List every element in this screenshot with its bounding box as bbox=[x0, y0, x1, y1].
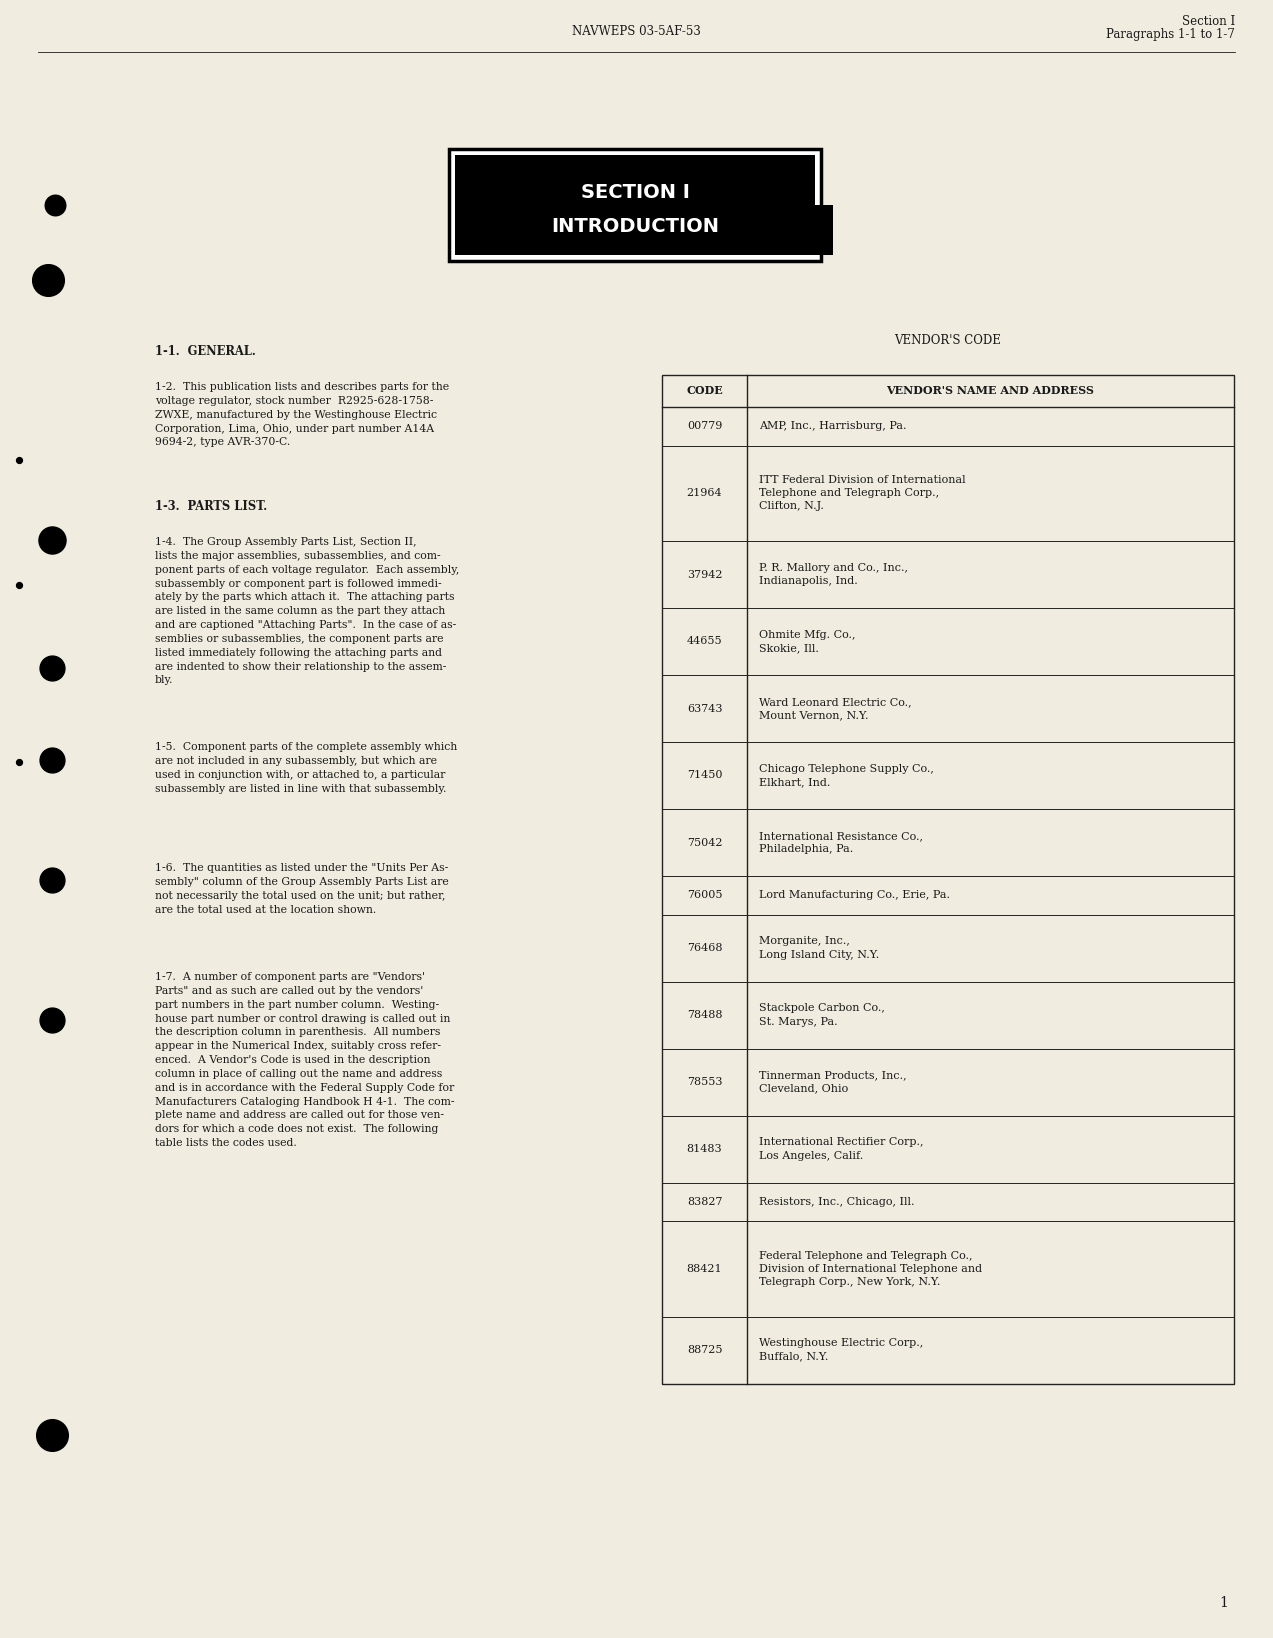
Text: 1-6.  The quantities as listed under the "Units Per As-
sembly" column of the Gr: 1-6. The quantities as listed under the … bbox=[155, 863, 449, 914]
Text: 1-2.  This publication lists and describes parts for the
voltage regulator, stoc: 1-2. This publication lists and describe… bbox=[155, 382, 449, 447]
Text: 78488: 78488 bbox=[686, 1011, 722, 1020]
Bar bbox=[454, 156, 815, 256]
Text: INTRODUCTION: INTRODUCTION bbox=[551, 218, 719, 236]
Text: ITT Federal Division of International
Telephone and Telegraph Corp.,
Clifton, N.: ITT Federal Division of International Te… bbox=[759, 475, 966, 511]
Text: VENDOR'S CODE: VENDOR'S CODE bbox=[895, 334, 1002, 347]
Text: 75042: 75042 bbox=[686, 837, 722, 847]
Text: 76005: 76005 bbox=[686, 889, 722, 901]
Text: Morganite, Inc.,
Long Island City, N.Y.: Morganite, Inc., Long Island City, N.Y. bbox=[759, 937, 880, 960]
Text: 00779: 00779 bbox=[687, 421, 722, 431]
Text: 21964: 21964 bbox=[686, 488, 722, 498]
Text: 1-1.  GENERAL.: 1-1. GENERAL. bbox=[155, 346, 256, 359]
Text: 88421: 88421 bbox=[686, 1265, 722, 1274]
Point bbox=[9, 447, 29, 473]
Text: 78553: 78553 bbox=[686, 1078, 722, 1088]
Text: VENDOR'S NAME AND ADDRESS: VENDOR'S NAME AND ADDRESS bbox=[886, 385, 1095, 396]
Text: 63743: 63743 bbox=[686, 703, 722, 714]
Text: P. R. Mallory and Co., Inc.,
Indianapolis, Ind.: P. R. Mallory and Co., Inc., Indianapoli… bbox=[759, 563, 908, 586]
Text: 1-3.  PARTS LIST.: 1-3. PARTS LIST. bbox=[155, 500, 267, 513]
Text: 1-5.  Component parts of the complete assembly which
are not included in any sub: 1-5. Component parts of the complete ass… bbox=[155, 742, 457, 793]
Text: AMP, Inc., Harrisburg, Pa.: AMP, Inc., Harrisburg, Pa. bbox=[759, 421, 906, 431]
Text: 1-4.  The Group Assembly Parts List, Section II,
lists the major assemblies, sub: 1-4. The Group Assembly Parts List, Sect… bbox=[155, 537, 460, 685]
Text: International Resistance Co.,
Philadelphia, Pa.: International Resistance Co., Philadelph… bbox=[759, 830, 923, 853]
Point bbox=[42, 1007, 62, 1034]
Text: 1-7.  A number of component parts are "Vendors'
Parts" and as such are called ou: 1-7. A number of component parts are "Ve… bbox=[155, 971, 454, 1148]
Point bbox=[38, 267, 59, 293]
Text: Section I: Section I bbox=[1181, 15, 1235, 28]
Point bbox=[42, 747, 62, 773]
Point bbox=[9, 749, 29, 775]
Text: Federal Telephone and Telegraph Co.,
Division of International Telephone and
Tel: Federal Telephone and Telegraph Co., Div… bbox=[759, 1250, 983, 1287]
Text: 83827: 83827 bbox=[686, 1197, 722, 1207]
Point bbox=[42, 867, 62, 893]
Text: Paragraphs 1-1 to 1-7: Paragraphs 1-1 to 1-7 bbox=[1106, 28, 1235, 41]
Text: 44655: 44655 bbox=[686, 637, 722, 647]
Text: Chicago Telephone Supply Co.,
Elkhart, Ind.: Chicago Telephone Supply Co., Elkhart, I… bbox=[759, 763, 934, 788]
Text: 37942: 37942 bbox=[686, 570, 722, 580]
Text: 1: 1 bbox=[1220, 1595, 1228, 1610]
Text: SECTION I: SECTION I bbox=[580, 183, 690, 203]
Text: 71450: 71450 bbox=[686, 770, 722, 780]
Point bbox=[42, 655, 62, 681]
Text: Stackpole Carbon Co.,
St. Marys, Pa.: Stackpole Carbon Co., St. Marys, Pa. bbox=[759, 1004, 885, 1027]
Text: 81483: 81483 bbox=[686, 1143, 722, 1155]
Point bbox=[42, 527, 62, 554]
Text: CODE: CODE bbox=[686, 385, 723, 396]
Text: Ohmite Mfg. Co.,
Skokie, Ill.: Ohmite Mfg. Co., Skokie, Ill. bbox=[759, 631, 855, 654]
Point bbox=[9, 572, 29, 598]
Text: Westinghouse Electric Corp.,
Buffalo, N.Y.: Westinghouse Electric Corp., Buffalo, N.… bbox=[759, 1338, 923, 1361]
Bar bbox=[815, 205, 833, 256]
Text: NAVWEPS 03-5AF-53: NAVWEPS 03-5AF-53 bbox=[572, 25, 701, 38]
Text: Tinnerman Products, Inc.,
Cleveland, Ohio: Tinnerman Products, Inc., Cleveland, Ohi… bbox=[759, 1070, 906, 1094]
Bar bbox=[662, 375, 1234, 1384]
Bar bbox=[449, 149, 821, 260]
Text: 88725: 88725 bbox=[686, 1345, 722, 1355]
Point bbox=[45, 192, 65, 218]
Text: Lord Manufacturing Co., Erie, Pa.: Lord Manufacturing Co., Erie, Pa. bbox=[759, 889, 950, 901]
Text: Ward Leonard Electric Co.,
Mount Vernon, N.Y.: Ward Leonard Electric Co., Mount Vernon,… bbox=[759, 696, 911, 721]
Point bbox=[42, 1422, 62, 1448]
Text: 76468: 76468 bbox=[686, 943, 722, 953]
Text: International Rectifier Corp.,
Los Angeles, Calif.: International Rectifier Corp., Los Angel… bbox=[759, 1137, 923, 1161]
Text: Resistors, Inc., Chicago, Ill.: Resistors, Inc., Chicago, Ill. bbox=[759, 1197, 914, 1207]
